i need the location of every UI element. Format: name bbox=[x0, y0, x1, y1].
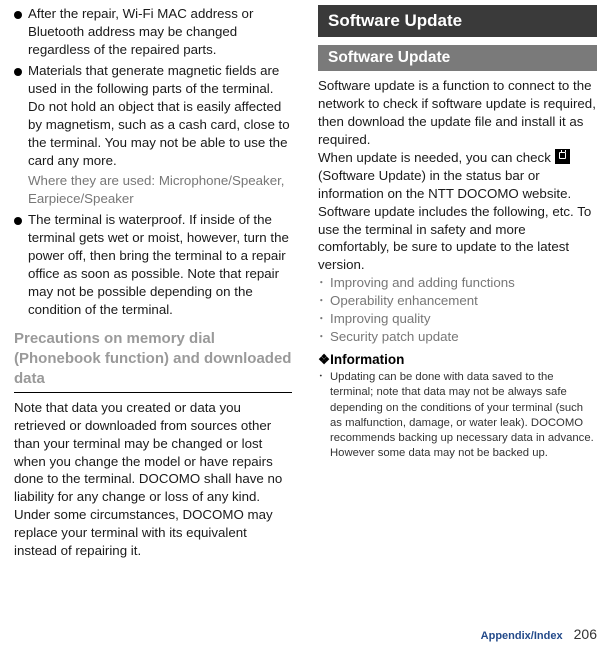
bullet-dot-icon bbox=[14, 11, 22, 19]
list-text: Operability enhancement bbox=[330, 292, 478, 310]
dot-mark-icon: ･ bbox=[318, 292, 330, 310]
list-item: ･Improving quality bbox=[318, 310, 597, 328]
dot-mark-icon: ･ bbox=[318, 328, 330, 346]
dot-mark-icon: ･ bbox=[318, 274, 330, 292]
list-text: Improving quality bbox=[330, 310, 431, 328]
software-update-icon bbox=[555, 149, 570, 164]
intro-text-b: (Software Update) in the status bar or i… bbox=[318, 168, 571, 201]
bullet-text: The terminal is waterproof. If inside of… bbox=[28, 211, 292, 319]
info-text: Updating can be done with data saved to … bbox=[330, 370, 597, 462]
main-banner: Software Update bbox=[318, 5, 597, 37]
heading-rule bbox=[14, 392, 292, 393]
bullet-text: After the repair, Wi-Fi MAC address or B… bbox=[28, 5, 292, 59]
list-text: Improving and adding functions bbox=[330, 274, 515, 292]
sub-banner: Software Update bbox=[318, 45, 597, 71]
footer: Appendix/Index 206 bbox=[481, 626, 597, 642]
list-item: ･Security patch update bbox=[318, 328, 597, 346]
bullet-dot-icon bbox=[14, 217, 22, 225]
list-item: ･Operability enhancement bbox=[318, 292, 597, 310]
bullet-item: After the repair, Wi-Fi MAC address or B… bbox=[14, 5, 292, 59]
information-heading: ❖Information bbox=[318, 352, 597, 368]
intro-paragraph: When update is needed, you can check (So… bbox=[318, 149, 597, 203]
bullet-text: Materials that generate magnetic fields … bbox=[28, 62, 292, 170]
right-column: Software Update Software Update Software… bbox=[304, 0, 609, 615]
gray-note: Where they are used: Microphone/Speaker,… bbox=[28, 172, 292, 208]
list-text: Security patch update bbox=[330, 328, 459, 346]
left-column: After the repair, Wi-Fi MAC address or B… bbox=[0, 0, 304, 615]
list-item: ･Improving and adding functions bbox=[318, 274, 597, 292]
info-item: ･Updating can be done with data saved to… bbox=[318, 370, 597, 462]
section-heading: Precautions on memory dial (Phonebook fu… bbox=[14, 329, 292, 390]
bullet-item: Materials that generate magnetic fields … bbox=[14, 62, 292, 170]
dot-mark-icon: ･ bbox=[318, 370, 330, 462]
bullet-item: The terminal is waterproof. If inside of… bbox=[14, 211, 292, 319]
intro-text-a: When update is needed, you can check bbox=[318, 150, 555, 165]
intro-paragraph: Software update is a function to connect… bbox=[318, 77, 597, 149]
intro-paragraph: Software update includes the following, … bbox=[318, 203, 597, 275]
dot-mark-icon: ･ bbox=[318, 310, 330, 328]
footer-label: Appendix/Index bbox=[481, 630, 563, 642]
bullet-dot-icon bbox=[14, 68, 22, 76]
page-number: 206 bbox=[574, 626, 597, 642]
body-text: Note that data you created or data you r… bbox=[14, 399, 292, 560]
